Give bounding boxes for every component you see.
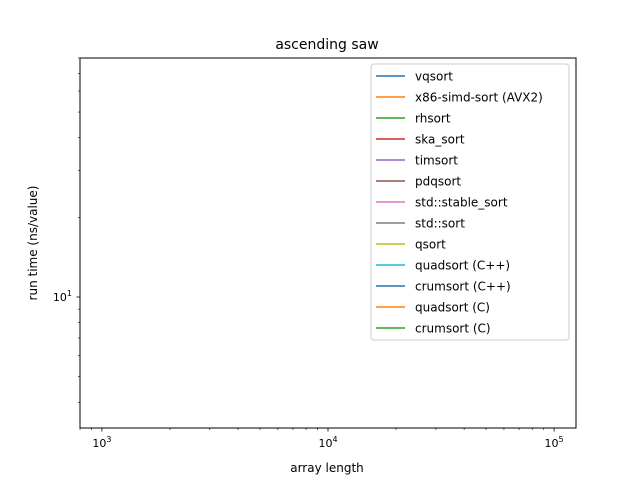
x-tick-label: 105 [545,435,564,450]
legend: vqsort x86-simd-sort (AVX2) rhsort ska_sort… [370,63,570,341]
x-tick-label: 103 [92,435,111,450]
legend-label: rhsort [415,112,451,126]
legend-label: vqsort [415,70,453,84]
legend-label: timsort [415,154,458,168]
legend-frame [370,63,570,341]
y-axis-label: run time (ns/value) [26,186,40,301]
legend-label: x86-simd-sort (AVX2) [415,91,543,105]
y-tick-label: 101 [53,289,72,304]
legend-label: crumsort (C++) [415,280,511,294]
x-tick-label: 104 [318,435,337,450]
legend-label: quadsort (C++) [415,259,510,273]
legend-label: qsort [415,238,446,252]
legend-label: crumsort (C) [415,322,491,336]
legend-label: std::stable_sort [415,196,508,210]
x-axis-label: array length [290,461,364,475]
legend-label: pdqsort [415,175,461,189]
x-axis: 103 104 105 [79,428,564,450]
legend-label: ska_sort [415,133,465,147]
chart-title: ascending saw [275,37,378,53]
legend-label: quadsort (C) [415,301,490,315]
y-axis: 101 [53,57,80,403]
legend-label: std::sort [415,217,465,231]
